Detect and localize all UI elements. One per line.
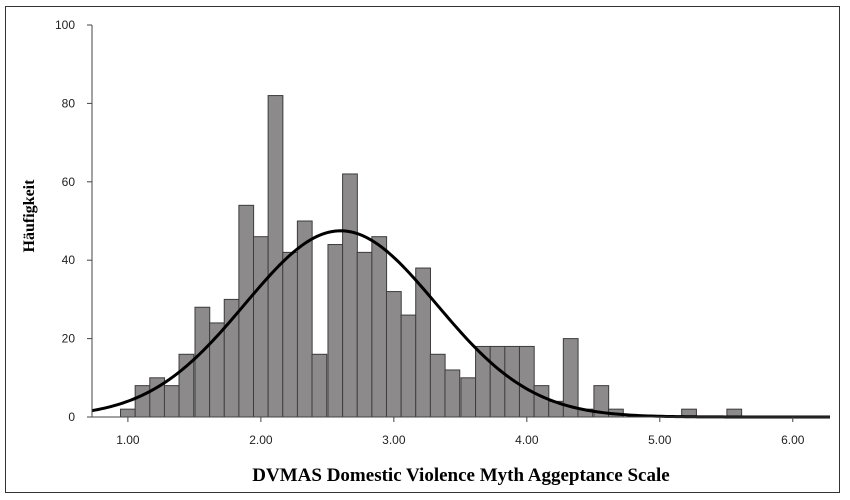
histogram-bar [518, 345, 535, 418]
x-axis-title: DVMAS Domestic Violence Myth Aggeptance … [252, 465, 669, 486]
y-tick-label: 100 [55, 18, 75, 32]
histogram-bar [371, 236, 388, 418]
histogram-bar [282, 251, 299, 418]
histogram-bar [385, 291, 402, 418]
y-tick-label: 0 [68, 410, 75, 424]
histogram-bar [238, 204, 255, 418]
histogram-bar [223, 298, 240, 418]
x-tick-label: 6.00 [781, 433, 805, 447]
y-axis-ticks: 0 20 40 60 80 100 [55, 18, 92, 424]
y-tick-label: 60 [62, 175, 76, 189]
y-tick-label: 40 [62, 253, 76, 267]
x-tick-label: 4.00 [515, 433, 539, 447]
x-tick-label: 3.00 [382, 433, 406, 447]
histogram-bar [533, 385, 550, 418]
histogram-bar [444, 369, 461, 418]
y-tick-label: 80 [62, 96, 76, 110]
histogram-bar [311, 353, 328, 418]
histogram-bar [120, 408, 136, 418]
x-tick-label: 2.00 [249, 433, 273, 447]
x-tick-label: 1.00 [116, 433, 140, 447]
histogram-bar [267, 95, 284, 418]
histogram-bar [178, 353, 195, 418]
histogram-bar [296, 220, 313, 418]
bars-layer [120, 95, 743, 418]
histogram-bar [489, 345, 506, 418]
y-axis-title: Häufigkeit [21, 179, 38, 253]
histogram-bar [429, 353, 446, 418]
y-tick-label: 20 [62, 332, 76, 346]
histogram-bar [253, 236, 269, 418]
histogram-bar [163, 385, 180, 418]
histogram-bar [356, 251, 373, 418]
histogram-bar [194, 306, 211, 418]
histogram-bar [327, 244, 344, 418]
figure-frame [5, 6, 840, 493]
histogram-bar [400, 314, 417, 418]
x-tick-label: 5.00 [648, 433, 672, 447]
histogram-bar [342, 173, 358, 418]
x-axis-ticks: 1.00 2.00 3.00 4.00 5.00 6.00 [116, 417, 805, 447]
histogram-bar [460, 377, 477, 418]
histogram-bar [134, 385, 151, 418]
